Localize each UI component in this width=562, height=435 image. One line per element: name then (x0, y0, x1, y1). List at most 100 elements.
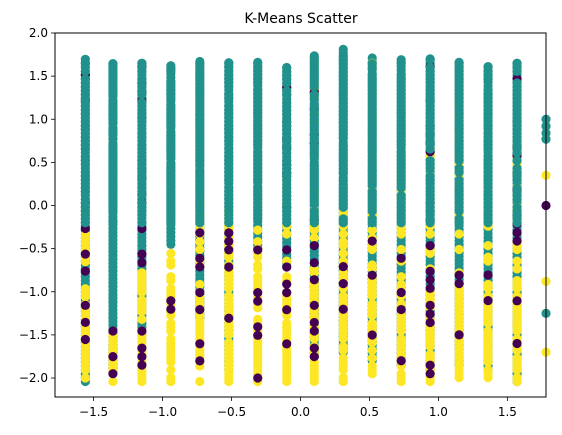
scatter-point-cluster-2 (309, 233, 319, 243)
scatter-point-cluster-2 (80, 284, 90, 294)
scatter-point-cluster-2 (454, 244, 464, 255)
scatter-point-cluster-2 (224, 291, 234, 301)
scatter-point-cluster-1 (454, 59, 464, 69)
scatter-point-cluster-1 (137, 218, 147, 228)
scatter-point-cluster-2 (338, 237, 348, 247)
scatter-point-cluster-2 (338, 353, 348, 363)
y-axis: −2.0 −1.5 −1.0 −0.5 0.0 0.5 1.0 1.5 2.0 (19, 26, 55, 385)
y-tick-label: −1.0 (19, 285, 48, 299)
scatter-point-cluster-0 (338, 304, 348, 314)
scatter-point-cluster-0 (282, 262, 292, 272)
scatter-point-cluster-1 (166, 159, 176, 170)
x-tick-label: −1.0 (148, 405, 177, 419)
scatter-point-cluster-1 (512, 202, 522, 212)
scatter-point-cluster-0 (425, 241, 435, 251)
scatter-point-cluster-0 (483, 295, 493, 306)
scatter-point-cluster-0 (309, 326, 319, 336)
y-tick-label: 2.0 (29, 26, 48, 40)
scatter-point-cluster-0 (195, 339, 205, 349)
scatter-point-cluster-0 (253, 322, 263, 332)
scatter-point-cluster-2 (108, 376, 118, 387)
scatter-point-cluster-0 (253, 245, 263, 255)
scatter-point-cluster-0 (224, 236, 234, 246)
scatter-point-cluster-2 (137, 268, 147, 278)
scatter-point-cluster-2 (338, 229, 348, 239)
scatter-point-cluster-2 (396, 369, 406, 379)
scatter-point-cluster-2 (454, 229, 464, 239)
scatter-point-cluster-0 (224, 228, 234, 238)
scatter-point-cluster-1 (282, 86, 292, 96)
scatter-point-cluster-1 (512, 156, 522, 166)
scatter-point-cluster-2 (512, 256, 522, 266)
scatter-point-cluster-1 (137, 128, 147, 139)
scatter-point-cluster-1 (253, 183, 263, 193)
scatter-point-cluster-1 (80, 74, 90, 84)
y-tick-label: 1.5 (29, 69, 48, 83)
scatter-point-cluster-2 (483, 279, 493, 290)
scatter-point-cluster-1 (282, 62, 292, 73)
scatter-point-cluster-1 (282, 117, 292, 127)
scatter-point-cluster-1 (309, 159, 319, 170)
scatter-point-cluster-0 (282, 279, 292, 289)
scatter-point-cluster-2 (367, 260, 377, 270)
y-tick-label: 0.5 (29, 155, 48, 169)
scatter-point-cluster-2 (367, 353, 377, 363)
x-tick-label: −0.5 (217, 405, 246, 419)
scatter-point-cluster-2 (224, 338, 234, 348)
scatter-point-cluster-2 (253, 260, 263, 270)
plot-frame (54, 32, 547, 398)
scatter-point-cluster-2 (483, 241, 493, 251)
scatter-point-cluster-0 (483, 270, 493, 280)
scatter-point-cluster-2 (166, 372, 176, 383)
scatter-point-cluster-0 (195, 356, 205, 366)
scatter-point-cluster-2 (253, 314, 263, 324)
scatter-point-cluster-0 (309, 317, 319, 328)
scatter-point-cluster-2 (396, 279, 406, 290)
scatter-point-cluster-1 (166, 78, 176, 88)
x-tick-label: 0.5 (360, 405, 379, 419)
scatter-point-cluster-2 (253, 237, 263, 247)
scatter-point-cluster-1 (425, 156, 435, 166)
scatter-point-cluster-0 (195, 305, 205, 315)
scatter-point-cluster-2 (338, 372, 348, 383)
scatter-point-cluster-1 (367, 70, 377, 80)
scatter-point-cluster-0 (338, 279, 348, 289)
scatter-point-cluster-0 (224, 313, 234, 323)
scatter-point-cluster-1 (108, 97, 118, 108)
scatter-point-cluster-0 (512, 296, 522, 306)
scatter-point-cluster-0 (166, 304, 176, 314)
y-tick-label: 0.0 (29, 199, 48, 213)
scatter-point-cluster-0 (137, 360, 147, 370)
scatter-point-cluster-0 (253, 296, 263, 306)
scatter-point-cluster-1 (253, 59, 263, 69)
scatter-point-cluster-2 (282, 318, 292, 328)
scatter-point-cluster-2 (166, 334, 176, 344)
scatter-point-cluster-0 (137, 343, 147, 353)
scatter-point-cluster-2 (425, 229, 435, 239)
scatter-point-cluster-0 (80, 317, 90, 327)
scatter-point-cluster-1 (338, 175, 348, 185)
scatter-point-cluster-0 (454, 279, 464, 289)
scatter-point-cluster-1 (195, 59, 205, 69)
scatter-point-cluster-2 (253, 272, 263, 282)
scatter-point-cluster-1 (367, 59, 377, 69)
scatter-point-cluster-2 (195, 279, 205, 290)
scatter-point-cluster-1 (367, 214, 377, 224)
scatter-point-cluster-0 (425, 309, 435, 319)
scatter-point-cluster-0 (425, 275, 435, 285)
scatter-point-cluster-2 (425, 349, 435, 359)
scatter-point-cluster-1 (338, 214, 348, 224)
scatter-point-cluster-0 (396, 356, 406, 366)
y-tick-label: 1.0 (29, 112, 48, 126)
scatter-point-cluster-1 (166, 62, 176, 73)
scatter-point-cluster-2 (137, 314, 147, 324)
scatter-point-cluster-0 (253, 330, 263, 340)
scatter-point-cluster-2 (282, 272, 292, 282)
scatter-point-cluster-0 (512, 236, 522, 246)
scatter-point-cluster-1 (253, 86, 263, 96)
scatter-point-cluster-0 (195, 287, 205, 298)
scatter-point-cluster-0 (80, 266, 90, 276)
scatter-point-cluster-1 (224, 144, 234, 154)
y-tick-label: −1.5 (19, 328, 48, 342)
